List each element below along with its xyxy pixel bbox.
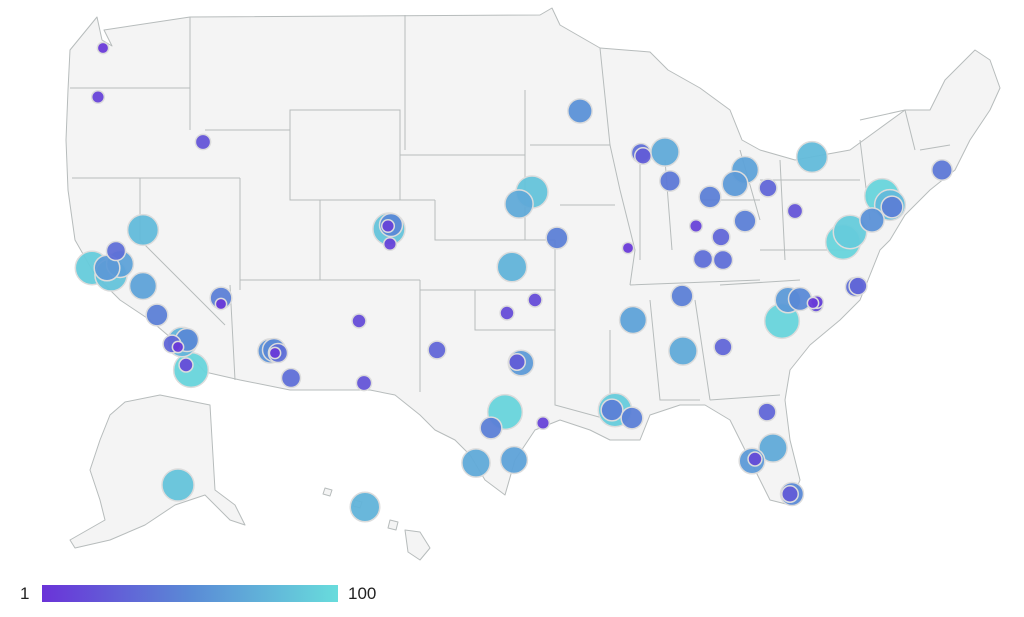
data-bubble[interactable] [461, 448, 491, 478]
data-bubble[interactable] [145, 303, 169, 327]
data-bubble[interactable] [712, 249, 734, 271]
data-bubble[interactable] [659, 170, 681, 192]
data-bubble[interactable] [214, 297, 228, 311]
data-bubble[interactable] [832, 214, 868, 250]
hawaii-maui [387, 519, 399, 531]
hawaii-big-island [404, 529, 431, 561]
data-bubble[interactable] [618, 305, 648, 335]
data-bubble[interactable] [567, 98, 593, 124]
data-bubble[interactable] [355, 374, 373, 392]
data-bubble[interactable] [650, 137, 680, 167]
data-bubble[interactable] [758, 433, 788, 463]
data-bubble[interactable] [721, 170, 749, 198]
data-bubble[interactable] [786, 202, 804, 220]
data-bubble[interactable] [499, 305, 515, 321]
data-bubble[interactable] [806, 296, 820, 310]
alaska-shape [69, 394, 246, 549]
data-bubble[interactable] [105, 240, 127, 262]
data-bubble[interactable] [634, 147, 652, 165]
data-bubble[interactable] [427, 340, 447, 360]
bubble-layer [74, 41, 953, 523]
data-bubble[interactable] [711, 227, 731, 247]
data-bubble[interactable] [621, 241, 635, 255]
data-bubble[interactable] [692, 248, 714, 270]
data-bubble[interactable] [795, 140, 829, 174]
data-bubble[interactable] [880, 195, 904, 219]
data-bubble[interactable] [96, 41, 110, 55]
data-bubble[interactable] [713, 337, 733, 357]
data-bubble[interactable] [382, 236, 398, 252]
data-bubble[interactable] [545, 226, 569, 250]
data-bubble[interactable] [499, 445, 529, 475]
data-bubble[interactable] [128, 271, 158, 301]
data-bubble[interactable] [349, 491, 381, 523]
data-bubble[interactable] [161, 468, 195, 502]
legend-gradient-bar [42, 585, 338, 602]
data-bubble[interactable] [600, 398, 624, 422]
data-bubble[interactable] [670, 284, 694, 308]
data-bubble[interactable] [698, 185, 722, 209]
data-bubble[interactable] [171, 340, 185, 354]
data-bubble[interactable] [620, 406, 644, 430]
data-bubble[interactable] [194, 133, 212, 151]
data-bubble[interactable] [380, 218, 396, 234]
data-bubble[interactable] [668, 336, 698, 366]
data-bubble[interactable] [280, 367, 302, 389]
data-bubble[interactable] [747, 451, 763, 467]
data-bubble[interactable] [757, 402, 777, 422]
data-bubble[interactable] [527, 292, 543, 308]
data-bubble[interactable] [479, 416, 503, 440]
legend-min-label: 1 [20, 584, 29, 603]
data-bubble[interactable] [688, 218, 704, 234]
data-bubble[interactable] [859, 207, 885, 233]
data-bubble[interactable] [268, 346, 282, 360]
data-bubble[interactable] [178, 357, 194, 373]
data-bubble[interactable] [508, 353, 526, 371]
data-bubble[interactable] [758, 178, 778, 198]
data-bubble[interactable] [126, 213, 160, 247]
data-bubble[interactable] [848, 276, 868, 296]
data-bubble[interactable] [504, 189, 534, 219]
data-bubble[interactable] [535, 415, 551, 431]
data-bubble[interactable] [733, 209, 757, 233]
state-borders [70, 15, 951, 421]
data-bubble[interactable] [781, 485, 799, 503]
data-bubble[interactable] [496, 251, 528, 283]
border-lines [70, 15, 951, 421]
data-bubble[interactable] [931, 159, 953, 181]
data-bubble[interactable] [351, 313, 367, 329]
hawaii-kauai [322, 487, 333, 497]
legend-max-label: 100 [348, 584, 376, 603]
data-bubble[interactable] [90, 89, 106, 105]
